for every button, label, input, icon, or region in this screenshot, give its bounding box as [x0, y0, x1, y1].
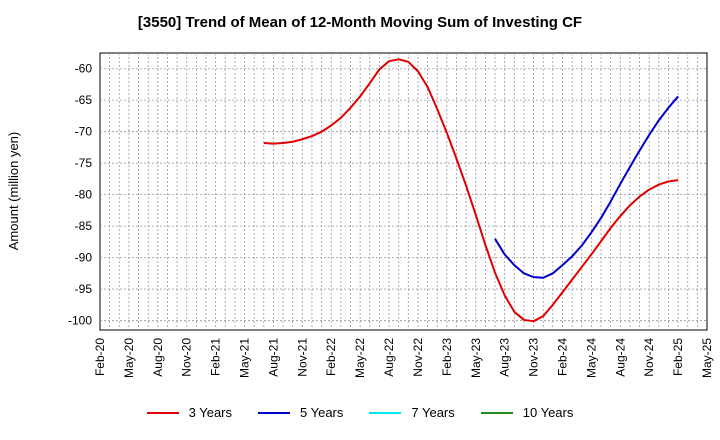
x-tick-label: Aug-21 — [266, 338, 280, 377]
y-tick-label: -90 — [75, 251, 93, 265]
x-tick-label: Nov-22 — [411, 338, 425, 377]
x-tick-label: Aug-22 — [382, 338, 396, 377]
legend-swatch-3-years — [146, 411, 179, 414]
y-tick-label: -65 — [75, 93, 93, 107]
legend: 3 Years 5 Years 7 Years 10 Years — [0, 405, 720, 420]
legend-label-5-years: 5 Years — [300, 405, 344, 420]
x-tick-label: Feb-24 — [555, 338, 569, 376]
x-tick-label: Feb-23 — [440, 338, 454, 376]
plot-area — [99, 52, 708, 331]
legend-label-3-years: 3 Years — [188, 405, 232, 420]
y-tick-label: -100 — [68, 314, 92, 328]
x-tick-label: Nov-21 — [295, 338, 309, 377]
x-tick-label: Nov-23 — [527, 338, 541, 377]
x-tick-label: Nov-24 — [642, 338, 656, 377]
legend-label-7-years: 7 Years — [411, 405, 455, 420]
x-tick-label: May-20 — [122, 338, 136, 378]
legend-item-3-years: 3 Years — [146, 405, 232, 420]
legend-swatch-7-years — [369, 411, 402, 414]
x-tick-label: May-24 — [584, 338, 598, 378]
series-lines — [263, 58, 679, 323]
grid-lines — [100, 53, 707, 330]
legend-swatch-5-years — [258, 411, 290, 414]
x-tick-label: Aug-24 — [613, 338, 627, 377]
x-tick-label: Feb-20 — [93, 338, 107, 376]
y-axis-ticks: -60 -65 -70 -75 -80 -85 -90 -95 -100 — [68, 62, 92, 328]
series-line-5-years — [494, 95, 679, 279]
legend-item-7-years: 7 Years — [369, 405, 455, 420]
x-tick-label: May-25 — [700, 338, 714, 378]
y-tick-label: -95 — [75, 282, 93, 296]
y-axis-title: Amount (million yen) — [6, 132, 21, 251]
x-tick-label: Feb-22 — [324, 338, 338, 376]
y-tick-label: -85 — [75, 219, 93, 233]
x-tick-label: May-21 — [238, 338, 252, 378]
x-tick-label: Aug-23 — [498, 338, 512, 377]
y-tick-label: -75 — [75, 156, 93, 170]
x-tick-label: Feb-25 — [671, 338, 685, 376]
series-line-3-years — [263, 58, 679, 323]
legend-swatch-10-years — [480, 411, 513, 414]
chart-title: [3550] Trend of Mean of 12-Month Moving … — [137, 14, 583, 31]
legend-item-10-years: 10 Years — [480, 405, 574, 420]
x-axis-ticks: Feb-20 May-20 Aug-20 Nov-20 Feb-21 May-21 Aug-… — [93, 338, 714, 378]
x-tick-label: Feb-21 — [209, 338, 223, 376]
y-tick-label: -80 — [75, 188, 93, 202]
x-tick-label: May-23 — [469, 338, 483, 378]
x-tick-label: Aug-20 — [151, 338, 165, 377]
x-tick-label: May-22 — [353, 338, 367, 378]
x-tick-label: Nov-20 — [180, 338, 194, 377]
legend-item-5-years: 5 Years — [258, 405, 343, 420]
legend-label-10-years: 10 Years — [522, 405, 574, 420]
y-tick-label: -70 — [75, 125, 93, 139]
y-tick-label: -60 — [75, 62, 93, 76]
